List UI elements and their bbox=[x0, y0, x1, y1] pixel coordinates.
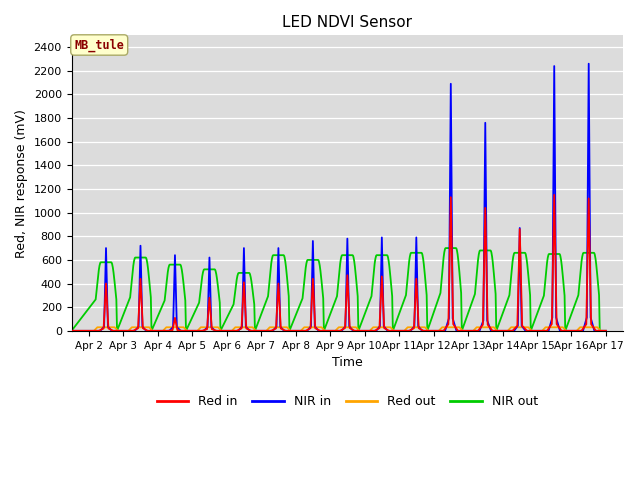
X-axis label: Time: Time bbox=[332, 356, 363, 369]
Text: MB_tule: MB_tule bbox=[74, 38, 124, 52]
Title: LED NDVI Sensor: LED NDVI Sensor bbox=[282, 15, 412, 30]
Legend: Red in, NIR in, Red out, NIR out: Red in, NIR in, Red out, NIR out bbox=[152, 390, 543, 413]
Y-axis label: Red, NIR response (mV): Red, NIR response (mV) bbox=[15, 108, 28, 257]
